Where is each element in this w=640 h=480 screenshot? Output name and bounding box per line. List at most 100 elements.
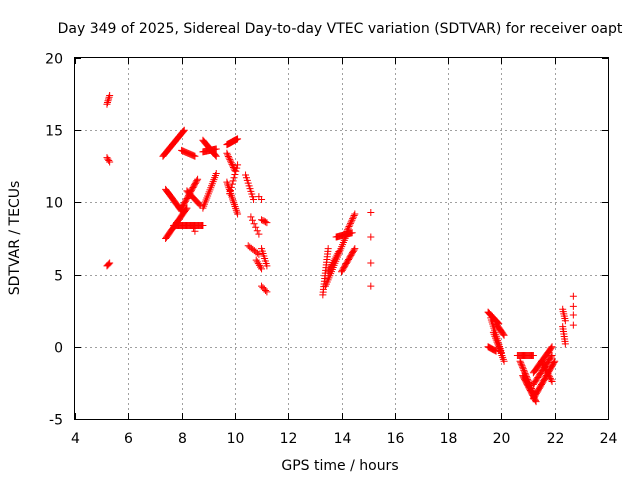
data-point xyxy=(230,174,238,182)
data-point xyxy=(106,158,114,166)
data-point xyxy=(211,151,219,159)
data-point xyxy=(548,343,556,351)
data-point xyxy=(350,246,358,254)
data-point xyxy=(348,229,356,237)
data-point xyxy=(546,373,554,381)
data-point xyxy=(104,261,112,269)
x-tick-label: 18 xyxy=(440,431,458,447)
data-point xyxy=(538,359,546,367)
data-point xyxy=(188,222,196,230)
x-axis-title: GPS time / hours xyxy=(281,458,398,474)
data-point xyxy=(262,286,270,294)
data-point xyxy=(547,344,555,352)
data-point xyxy=(519,363,527,371)
data-point xyxy=(520,366,528,374)
data-point xyxy=(346,219,354,227)
data-point xyxy=(569,292,577,300)
data-point xyxy=(194,175,202,183)
data-point xyxy=(226,187,234,195)
data-point xyxy=(367,209,375,217)
y-tick-label: 10 xyxy=(45,196,63,212)
x-tick-label: 6 xyxy=(124,431,133,447)
data-point xyxy=(263,219,271,227)
data-point xyxy=(226,190,234,198)
x-tick-label: 22 xyxy=(547,431,565,447)
data-point xyxy=(227,183,235,191)
data-point xyxy=(547,376,555,384)
data-point xyxy=(223,178,231,186)
data-point xyxy=(231,202,239,210)
data-point xyxy=(106,92,114,100)
data-point xyxy=(324,245,332,253)
data-point xyxy=(518,362,526,370)
data-point xyxy=(263,262,271,270)
data-point xyxy=(252,223,260,231)
data-point xyxy=(234,161,242,169)
data-point xyxy=(263,288,271,296)
data-point xyxy=(256,263,264,271)
data-point xyxy=(228,180,236,188)
data-point xyxy=(519,365,527,373)
x-tick-label: 20 xyxy=(493,431,511,447)
data-point xyxy=(367,282,375,290)
data-point xyxy=(247,213,255,221)
data-point xyxy=(105,260,113,268)
y-axis-title: SDTVAR / TECUs xyxy=(7,181,23,296)
data-point xyxy=(105,93,113,101)
data-point xyxy=(569,311,577,319)
data-point xyxy=(190,224,198,232)
data-point xyxy=(212,170,220,178)
data-point xyxy=(250,196,258,204)
data-point xyxy=(234,135,242,143)
data-point xyxy=(349,213,357,221)
data-point xyxy=(343,227,351,235)
data-point xyxy=(258,265,266,273)
data-point xyxy=(351,245,359,253)
data-point xyxy=(542,367,550,375)
data-point xyxy=(104,155,112,163)
data-point xyxy=(229,177,237,185)
data-point xyxy=(544,370,552,378)
data-points xyxy=(103,92,577,406)
x-tick-label: 12 xyxy=(280,431,298,447)
data-point xyxy=(231,170,239,178)
data-point xyxy=(224,152,232,160)
data-point xyxy=(104,98,112,106)
data-point xyxy=(545,371,553,379)
data-point xyxy=(500,357,508,365)
data-point xyxy=(537,357,545,365)
data-point xyxy=(262,218,270,226)
data-point xyxy=(335,247,343,255)
data-point xyxy=(348,216,356,224)
data-point xyxy=(547,353,555,361)
data-point xyxy=(212,145,220,153)
data-point xyxy=(232,204,240,212)
data-point xyxy=(569,302,577,310)
x-tick-label: 8 xyxy=(178,431,187,447)
data-point xyxy=(346,221,354,229)
data-point xyxy=(199,222,207,230)
data-point xyxy=(250,220,258,228)
data-point xyxy=(569,321,577,329)
data-point xyxy=(104,97,112,105)
data-point xyxy=(367,259,375,267)
data-point xyxy=(230,199,238,207)
data-point xyxy=(561,340,569,348)
data-point xyxy=(227,159,235,167)
data-point xyxy=(212,152,220,160)
y-tick-label: 20 xyxy=(45,52,63,68)
data-point xyxy=(103,154,111,162)
chart-title: Day 349 of 2025, Sidereal Day-to-day VTE… xyxy=(58,21,623,37)
data-point xyxy=(106,259,114,267)
data-point xyxy=(367,233,375,241)
data-point xyxy=(227,157,235,165)
data-point xyxy=(105,157,113,165)
data-point xyxy=(551,357,559,365)
data-point xyxy=(543,368,551,376)
data-point xyxy=(349,215,357,223)
data-point xyxy=(225,154,233,162)
plot-frame xyxy=(74,57,609,420)
x-tick-label: 10 xyxy=(227,431,245,447)
data-point xyxy=(517,359,525,367)
data-point xyxy=(499,330,507,338)
